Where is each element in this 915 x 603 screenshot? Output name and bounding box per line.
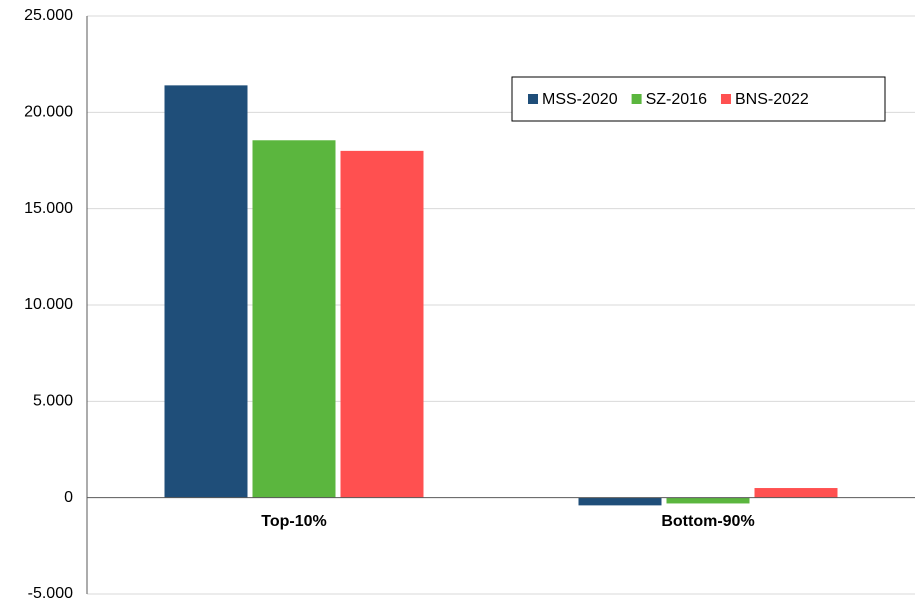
- y-tick-label: 15.000: [24, 200, 73, 217]
- legend-swatch: [720, 94, 731, 104]
- y-tick-label: 5.000: [33, 393, 73, 410]
- bar: [666, 497, 750, 504]
- bar: [754, 488, 838, 498]
- legend-swatch: [528, 94, 538, 104]
- legend-box: [511, 76, 886, 122]
- legend-swatch: [631, 94, 642, 104]
- y-tick-label: 0: [64, 489, 73, 506]
- legend: MSS-2020 SZ-2016 BNS-2022: [511, 76, 886, 122]
- x-tick-label: Top-10%: [261, 513, 326, 530]
- legend-label: SZ-2016: [646, 91, 707, 108]
- x-tick-label: Bottom-90%: [661, 513, 754, 530]
- legend-label: BNS-2022: [735, 91, 809, 108]
- bar: [340, 150, 424, 498]
- legend-label: MSS-2020: [542, 91, 618, 108]
- y-tick-label: 10.000: [24, 296, 73, 313]
- bar: [164, 85, 248, 498]
- bar: [578, 497, 662, 506]
- y-tick-label: -5.000: [28, 585, 73, 602]
- y-tick-label: 25.000: [24, 7, 73, 24]
- y-tick-label: 20.000: [24, 104, 73, 121]
- bar: [252, 140, 336, 498]
